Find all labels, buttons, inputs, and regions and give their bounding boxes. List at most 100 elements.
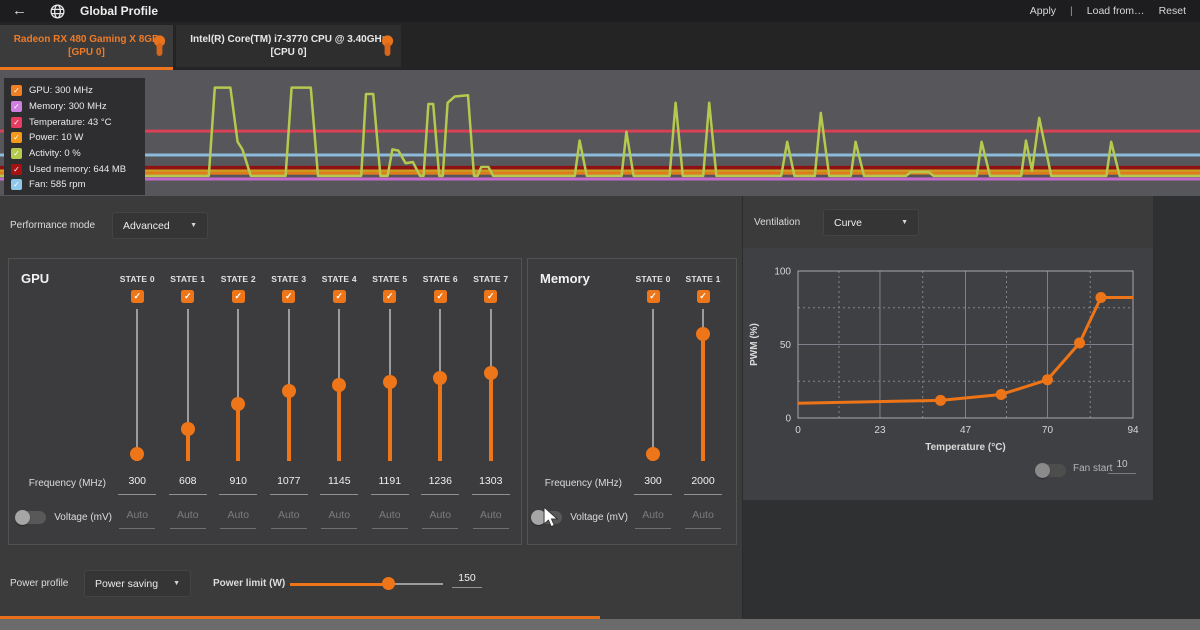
state-label: STATE 4 (322, 271, 357, 287)
fan-x-tick: 23 (874, 425, 886, 436)
frequency-slider[interactable] (129, 309, 145, 461)
state-checkbox[interactable]: ✓ (647, 290, 660, 303)
fan-curve-point[interactable] (1095, 292, 1106, 303)
gpu-state-column: STATE 4 ✓ 1145 Auto (314, 271, 365, 529)
frequency-slider[interactable] (230, 309, 246, 461)
legend-item: ✓ Temperature: 43 °C (11, 114, 145, 130)
legend-checkbox[interactable]: ✓ (11, 132, 22, 143)
state-label: STATE 5 (372, 271, 407, 287)
memory-voltage-toggle[interactable] (532, 511, 562, 524)
voltage-auto-field: Auto (119, 505, 155, 529)
tab-gpu-id: [GPU 0] (14, 46, 160, 59)
voltage-auto-field: Auto (271, 505, 307, 529)
slider-handle[interactable] (696, 327, 710, 341)
legend-label: Power: 10 W (29, 132, 83, 143)
frequency-value[interactable]: 910 (219, 471, 257, 495)
frequency-value[interactable]: 608 (169, 471, 207, 495)
back-button[interactable]: ← (12, 0, 27, 22)
slider-handle[interactable] (332, 378, 346, 392)
frequency-value[interactable]: 300 (634, 471, 672, 495)
slider-fill (388, 382, 392, 461)
state-checkbox[interactable]: ✓ (333, 290, 346, 303)
state-checkbox[interactable]: ✓ (181, 290, 194, 303)
legend-checkbox[interactable]: ✓ (11, 179, 22, 190)
state-checkbox[interactable]: ✓ (434, 290, 447, 303)
frequency-value[interactable]: 1236 (421, 471, 459, 495)
frequency-value[interactable]: 1303 (472, 471, 510, 495)
frequency-slider[interactable] (483, 309, 499, 461)
fan-x-tick: 0 (795, 425, 801, 436)
legend-label: GPU: 300 MHz (29, 85, 93, 96)
frequency-value[interactable]: 2000 (684, 471, 722, 495)
gpu-voltage-label: Voltage (mV) (54, 512, 112, 523)
frequency-value[interactable]: 1077 (270, 471, 308, 495)
slider-handle[interactable] (433, 371, 447, 385)
slider-handle[interactable] (484, 366, 498, 380)
power-limit-value[interactable]: 150 (452, 572, 482, 588)
frequency-slider[interactable] (432, 309, 448, 461)
frequency-slider[interactable] (695, 309, 711, 461)
frequency-value[interactable]: 1191 (371, 471, 409, 495)
fan-curve-point[interactable] (935, 395, 946, 406)
state-checkbox[interactable]: ✓ (232, 290, 245, 303)
legend-checkbox[interactable]: ✓ (11, 164, 22, 175)
gpu-state-column: STATE 0✓300Auto (112, 271, 163, 529)
legend-checkbox[interactable]: ✓ (11, 85, 22, 96)
state-checkbox[interactable]: ✓ (697, 290, 710, 303)
slider-handle[interactable] (181, 422, 195, 436)
tab-cpu[interactable]: Intel(R) Core(TM) i7-3770 CPU @ 3.40GHz … (176, 25, 401, 67)
legend-item: ✓Memory: 300 MHz (11, 99, 145, 115)
legend-item: ✓ Power: 10 W (11, 130, 145, 146)
state-checkbox[interactable]: ✓ (131, 290, 144, 303)
apply-button[interactable]: Apply (1030, 5, 1056, 17)
bottom-scrollbar[interactable] (0, 619, 1200, 630)
slider-handle[interactable] (646, 447, 660, 461)
fan-curve-point[interactable] (1074, 338, 1085, 349)
slider-fill (489, 373, 493, 461)
voltage-auto-field: Auto (321, 505, 357, 529)
fan-curve-point[interactable] (996, 389, 1007, 400)
fan-y-tick: 100 (774, 267, 791, 278)
legend-item: ✓Activity: 0 % (11, 146, 145, 162)
legend-checkbox[interactable]: ✓ (11, 148, 22, 159)
state-checkbox[interactable]: ✓ (484, 290, 497, 303)
frequency-slider[interactable] (281, 309, 297, 461)
load-from-button[interactable]: Load from… (1087, 5, 1145, 17)
ventilation-mode-dropdown[interactable]: Curve▼ (823, 209, 919, 236)
slider-handle[interactable] (383, 375, 397, 389)
reset-button[interactable]: Reset (1159, 5, 1186, 17)
power-limit-slider[interactable] (290, 570, 443, 597)
gpu-voltage-toggle[interactable] (16, 511, 46, 524)
legend-checkbox[interactable]: ✓ (11, 117, 22, 128)
memory-voltage-label: Voltage (mV) (570, 512, 628, 523)
slider-handle[interactable] (130, 447, 144, 461)
performance-mode-dropdown[interactable]: Advanced▼ (112, 212, 208, 239)
frequency-slider[interactable] (331, 309, 347, 461)
frequency-slider[interactable] (180, 309, 196, 461)
tuxclocker-window: ← Global Profile Apply | Load from… Rese… (0, 0, 1200, 630)
gpu-state-column: STATE 5✓1191Auto (365, 271, 416, 529)
legend-label: Temperature: 43 °C (29, 117, 111, 128)
slider-handle[interactable] (231, 397, 245, 411)
state-checkbox[interactable]: ✓ (383, 290, 396, 303)
ventilation-header: Ventilation Curve▼ (743, 196, 1153, 248)
voltage-auto-field: Auto (170, 505, 206, 529)
slider-fill (337, 385, 341, 461)
frequency-slider[interactable] (382, 309, 398, 461)
fan-start-value[interactable]: 10 (1108, 459, 1136, 474)
state-checkbox[interactable]: ✓ (282, 290, 295, 303)
frequency-value[interactable]: 1145 (320, 471, 358, 495)
slider-handle[interactable] (282, 384, 296, 398)
power-profile-dropdown[interactable]: Power saving▼ (84, 570, 191, 597)
memory-state-column: STATE 1✓2000Auto (678, 271, 728, 529)
frequency-slider[interactable] (645, 309, 661, 461)
legend-checkbox[interactable]: ✓ (11, 101, 22, 112)
frequency-value[interactable]: 300 (118, 471, 156, 495)
fan-start-toggle[interactable] (1036, 464, 1066, 477)
tab-gpu[interactable]: Radeon RX 480 Gaming X 8GB [GPU 0] (0, 25, 173, 67)
fan-curve-point[interactable] (1042, 374, 1053, 385)
power-limit-slider-handle[interactable] (382, 577, 395, 590)
slider-fill (287, 391, 291, 461)
fan-curve-chart[interactable]: 050100023477094PWM (%)Temperature (°C) (743, 248, 1153, 453)
legend-label: Used memory: 644 MB (29, 164, 126, 175)
